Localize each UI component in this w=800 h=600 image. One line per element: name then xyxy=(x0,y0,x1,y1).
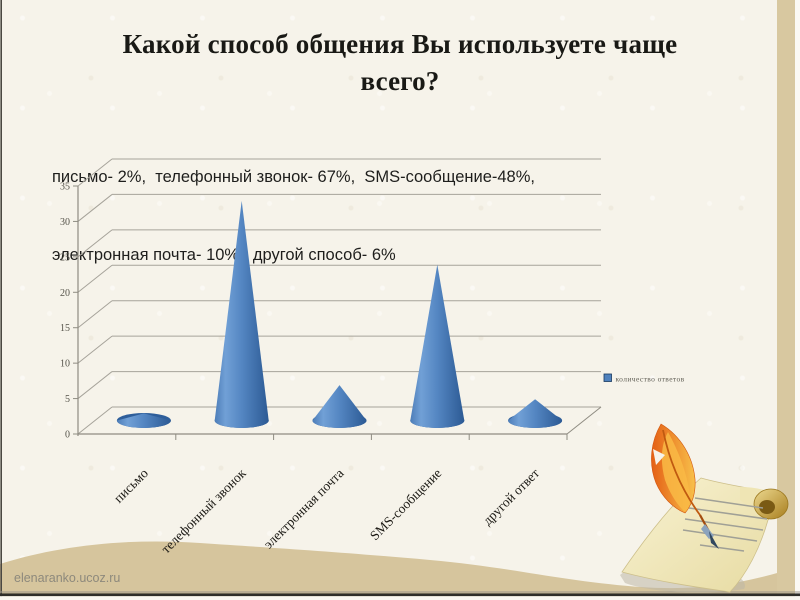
bottom-border-dark xyxy=(0,593,800,597)
slide-subtitle: письмо- 2%, телефонный звонок- 67%, SMS-… xyxy=(52,112,752,320)
scroll-curl-inner xyxy=(759,500,775,514)
cone-bar xyxy=(410,264,465,429)
y-tick-label: 10 xyxy=(60,359,70,370)
y-tick-label: 5 xyxy=(65,394,70,405)
page-title: Какой способ общения Вы используете чаще… xyxy=(122,29,678,96)
cone-bar xyxy=(312,385,367,429)
bottom-wave-decoration xyxy=(0,541,800,600)
bottom-border-edge xyxy=(0,596,800,600)
floor-right-edge xyxy=(566,406,602,435)
category-label: другой ответ xyxy=(480,465,543,528)
y-tick-label: 30 xyxy=(60,217,70,228)
legend-label: количество ответов xyxy=(616,375,685,384)
gridline-depth xyxy=(77,300,113,329)
watermark-text: elenaranko.ucoz.ru xyxy=(14,571,121,585)
gridline-depth xyxy=(77,406,113,435)
quill-feather-notch xyxy=(653,449,665,465)
cone-bar xyxy=(116,413,171,428)
quill-and-scroll-decoration xyxy=(620,423,789,593)
category-label: телефонный звонок xyxy=(158,465,249,556)
cone-chart: 0 5 10 15 20 25 30 35 письмо телефонный звонок эле… xyxy=(60,158,602,556)
category-label: SMS-сообщение xyxy=(367,466,445,544)
category-label: письмо xyxy=(111,465,151,505)
gridline-depth xyxy=(77,335,113,364)
subtitle-line: письмо- 2%, телефонный звонок- 67%, SMS-… xyxy=(52,168,535,186)
chart-legend: количество ответов xyxy=(603,373,685,384)
gridline-depth xyxy=(77,194,113,222)
scroll-text-lines xyxy=(682,497,768,552)
gridline-depth xyxy=(77,371,113,399)
quill-rib xyxy=(662,429,701,516)
quill-nib-icon xyxy=(709,531,719,549)
gridline-depth xyxy=(77,158,113,187)
y-tick-label: 25 xyxy=(60,252,70,263)
right-stripe-decoration xyxy=(777,0,795,600)
legend-swatch xyxy=(603,373,612,382)
cone-bar xyxy=(214,200,269,428)
y-tick-label: 15 xyxy=(60,323,70,334)
cone-bar xyxy=(508,399,563,428)
gridline-depth xyxy=(77,229,113,258)
category-label: электронная почта xyxy=(261,466,347,552)
gridline-depth xyxy=(77,264,113,293)
y-tick-label: 35 xyxy=(60,182,70,193)
y-tick-label: 20 xyxy=(60,288,70,299)
subtitle-line: электронная почта- 10%, другой способ- 6… xyxy=(52,246,396,264)
y-tick-label: 0 xyxy=(65,430,70,441)
right-stripe-edge xyxy=(795,0,800,600)
